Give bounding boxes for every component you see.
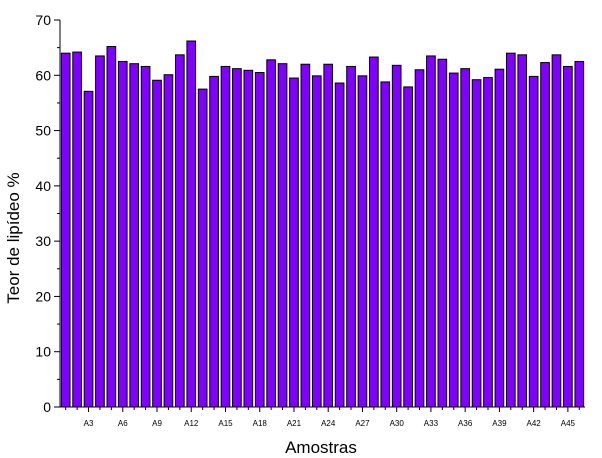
x-tick-label: A6 [118, 419, 128, 428]
bar-A28 [369, 56, 379, 408]
x-tick-label: A27 [355, 419, 370, 428]
y-tick-label: 0 [43, 399, 51, 415]
y-axis-title: Teor de lipídeo % [4, 172, 23, 303]
bar-A9 [152, 79, 162, 408]
bar-A15 [220, 65, 231, 408]
bar-A20 [277, 63, 288, 408]
x-tick-label: A15 [218, 419, 233, 428]
bar-A38 [483, 77, 493, 408]
bar-A1 [60, 52, 71, 408]
bar-A23 [311, 75, 322, 408]
x-tick-label: A12 [184, 419, 199, 428]
bar-A45 [563, 65, 573, 408]
y-tick-label: 30 [35, 233, 51, 249]
bar-A12 [186, 40, 197, 408]
bar-A44 [551, 54, 562, 408]
y-tick-label: 50 [35, 123, 51, 139]
x-tick-label: A9 [152, 419, 162, 428]
bar-A17 [243, 69, 254, 408]
bars-group [60, 40, 585, 408]
bar-A30 [391, 64, 402, 408]
bar-A4 [95, 55, 105, 408]
bar-A6 [117, 60, 128, 408]
x-tick-label: A36 [458, 419, 473, 428]
bar-A24 [323, 63, 334, 408]
bar-A13 [197, 88, 208, 408]
bar-A19 [266, 59, 276, 408]
bar-A42 [528, 75, 539, 408]
bar-A7 [129, 63, 140, 408]
y-tick-label: 70 [35, 12, 51, 28]
y-axis: 0 10 20 30 40 50 60 70 [35, 12, 61, 415]
bar-A16 [232, 68, 242, 408]
bar-A10 [163, 74, 174, 408]
x-tick-label: A39 [492, 419, 507, 428]
bar-A35 [448, 72, 459, 408]
x-tick-label: A42 [527, 419, 542, 428]
bar-A37 [471, 79, 482, 408]
bar-A29 [380, 81, 391, 408]
x-tick-label: A21 [287, 419, 302, 428]
x-axis: A3 A6 A9 A12 A15 A18 A21 A24 A27 A30 A33 A36 A39 A42 A… [60, 406, 585, 428]
y-tick-label: 40 [35, 178, 51, 194]
bar-A8 [140, 65, 151, 408]
bar-A34 [437, 58, 448, 408]
bar-A11 [175, 54, 185, 408]
bar-A41 [517, 54, 528, 408]
x-tick-label: A3 [84, 419, 94, 428]
x-tick-label: A18 [253, 419, 268, 428]
x-tick-label: A33 [424, 419, 439, 428]
x-tick-label: A30 [390, 419, 405, 428]
bar-A25 [334, 82, 345, 408]
bar-A36 [460, 68, 470, 408]
bar-A26 [346, 65, 356, 408]
bar-A2 [72, 51, 82, 408]
bar-A32 [414, 69, 425, 408]
x-tick-label: A24 [321, 419, 336, 428]
bar-A40 [505, 52, 516, 408]
bar-A21 [289, 77, 299, 408]
y-tick-label: 20 [35, 288, 51, 304]
bar-A31 [403, 86, 413, 408]
bar-A43 [540, 62, 550, 408]
bar-A18 [254, 72, 265, 408]
bar-A5 [106, 46, 117, 408]
bar-A3 [83, 90, 94, 408]
y-tick-label: 10 [35, 344, 51, 360]
bar-A14 [209, 75, 219, 408]
bar-A46 [574, 60, 585, 408]
bar-A33 [426, 55, 436, 408]
bar-A27 [357, 75, 368, 408]
x-tick-label: A45 [561, 419, 576, 428]
bar-A39 [494, 68, 505, 408]
bar-A22 [300, 63, 311, 408]
x-axis-title: Amostras [285, 438, 357, 457]
y-tick-label: 60 [35, 67, 51, 83]
